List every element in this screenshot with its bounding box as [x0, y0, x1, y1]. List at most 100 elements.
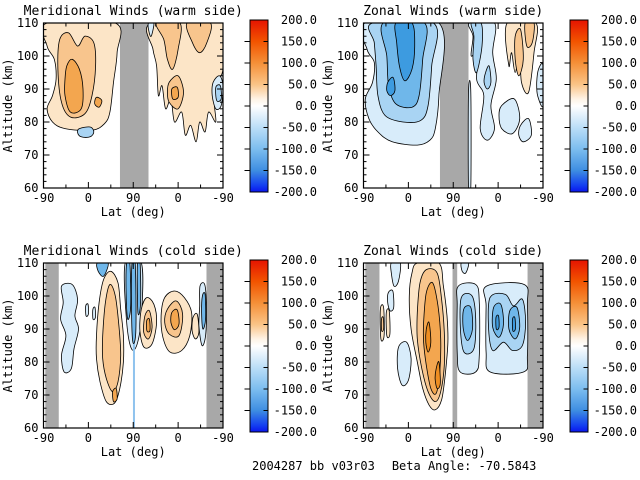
contour-field [45, 263, 223, 428]
contour-blob [483, 65, 492, 90]
missing-data-band [206, 263, 223, 428]
colorbar-tick-label: 150.0 [281, 35, 317, 49]
colorbar-tick-label: 0.0 [295, 339, 317, 353]
contour-blob [462, 305, 474, 341]
x-tick-label: -90 [532, 191, 554, 205]
y-tick-label: 70 [344, 388, 358, 402]
colorbar-tick-label: 50.0 [288, 78, 317, 92]
contour-blob [136, 263, 142, 316]
colorbar-tick-label: -200.0 [594, 425, 637, 439]
zonal-winds-warm-side-plot: -90 0 90 0 -90 110 100 90 80 70 60 Zonal Winds (war… [321, 4, 637, 219]
x-tick-label: -90 [212, 191, 234, 205]
y-tick-label: 70 [24, 148, 38, 162]
colorbar-tick-label: 100.0 [601, 56, 637, 70]
axis-ticks [363, 22, 544, 189]
contour-blob [94, 96, 103, 108]
colorbar-tick-label: -50.0 [601, 121, 637, 135]
colorbar-tick-label: 100.0 [281, 56, 317, 70]
x-tick-label: -90 [33, 431, 55, 445]
y-tick-label: 90 [24, 82, 38, 96]
colorbar-tick-label: -50.0 [601, 361, 637, 375]
contour-blob [425, 321, 432, 353]
y-tick-label: 110 [337, 256, 359, 270]
contour-blob [460, 263, 470, 274]
y-tick-label: 60 [344, 421, 358, 435]
colorbar-ticks [564, 281, 588, 411]
panel-zonal-winds-cold-side: -90 0 90 0 -90 110 100 90 80 70 60 Zonal Winds (col… [320, 240, 640, 480]
contour-blob [518, 118, 532, 143]
contour-blob [215, 84, 222, 102]
contour-blob [171, 86, 179, 100]
contour-blob [112, 387, 118, 403]
x-tick-label: 0 [405, 191, 412, 205]
x-axis-title: Lat (deg) [421, 445, 486, 459]
contour-blob [434, 361, 441, 389]
colorbar-tick-label: 150.0 [601, 275, 637, 289]
y-tick-label: 110 [17, 256, 39, 270]
y-axis-title: Altitude (km) [1, 299, 15, 393]
colorbar-tick-label: -100.0 [594, 142, 637, 156]
y-tick-label: 60 [344, 181, 358, 195]
colorbar-tick-label: -200.0 [274, 185, 317, 199]
contour-blob [390, 263, 402, 287]
y-tick-label: 60 [24, 181, 38, 195]
missing-data-band [119, 23, 149, 188]
contour-blob [394, 23, 416, 82]
contour-blob [498, 98, 521, 135]
x-tick-label: 90 [446, 431, 460, 445]
y-tick-label: 110 [337, 16, 359, 30]
panel-meridional-winds-warm-side: -90 0 90 0 -90 110 100 90 80 70 60 Meridional Winds… [0, 0, 320, 240]
meridional-winds-cold-side-plot: -90 0 90 0 -90 110 100 90 80 70 60 Meridional Winds… [1, 244, 317, 459]
contour-blob [170, 308, 180, 331]
contour-blob [467, 79, 472, 188]
x-tick-label: 90 [446, 191, 460, 205]
y-tick-label: 70 [344, 148, 358, 162]
contour-blob [155, 23, 182, 70]
x-tick-label: -90 [212, 431, 234, 445]
panel-title: Zonal Winds (warm side) [363, 4, 543, 19]
x-tick-label: 0 [405, 431, 412, 445]
x-tick-label: 0 [85, 191, 92, 205]
colorbar-ticks [244, 41, 268, 171]
y-tick-label: 90 [24, 322, 38, 336]
contour-blob [511, 316, 516, 332]
colorbar-tick-label: -150.0 [274, 164, 317, 178]
contour-blob [92, 306, 96, 321]
contour-blob [470, 23, 483, 74]
colorbar-tick-label: 200.0 [281, 13, 317, 27]
contour-blob [64, 58, 84, 114]
x-axis-title: Lat (deg) [421, 205, 486, 219]
footer-beta-angle-label: Beta Angle: -70.5843 [391, 459, 537, 473]
colorbar-tick-label: -100.0 [274, 142, 317, 156]
x-tick-label: -90 [532, 431, 554, 445]
contour-blob [60, 282, 79, 374]
contour-field [43, 23, 223, 188]
contour-blob [185, 23, 212, 54]
colorbar-tick-label: -200.0 [274, 425, 317, 439]
x-tick-label: 0 [175, 431, 182, 445]
y-tick-label: 90 [344, 322, 358, 336]
colorbar-tick-label: 150.0 [281, 275, 317, 289]
y-tick-label: 80 [344, 115, 358, 129]
contour-blob [385, 308, 391, 339]
missing-data-band [452, 263, 458, 428]
y-tick-label: 110 [17, 16, 39, 30]
colorbar-tick-label: 0.0 [295, 99, 317, 113]
colorbar-tick-label: -150.0 [594, 164, 637, 178]
missing-data-band [45, 263, 59, 428]
colorbar-tick-label: -50.0 [281, 121, 317, 135]
colorbar-tick-label: 50.0 [608, 318, 637, 332]
y-axis-title: Altitude (km) [1, 59, 15, 153]
x-axis-title: Lat (deg) [101, 205, 166, 219]
contour-blob [201, 292, 207, 330]
colorbar-tick-label: -50.0 [281, 361, 317, 375]
contour-blob [125, 263, 132, 320]
colorbar-tick-label: -100.0 [594, 382, 637, 396]
x-tick-label: 0 [495, 431, 502, 445]
contour-blob [77, 126, 95, 138]
y-axis-title: Altitude (km) [321, 59, 335, 153]
axis-ticks [43, 262, 224, 429]
y-tick-label: 100 [337, 49, 359, 63]
panel-title: Zonal Winds (cold side) [363, 244, 543, 259]
y-tick-label: 100 [17, 289, 39, 303]
